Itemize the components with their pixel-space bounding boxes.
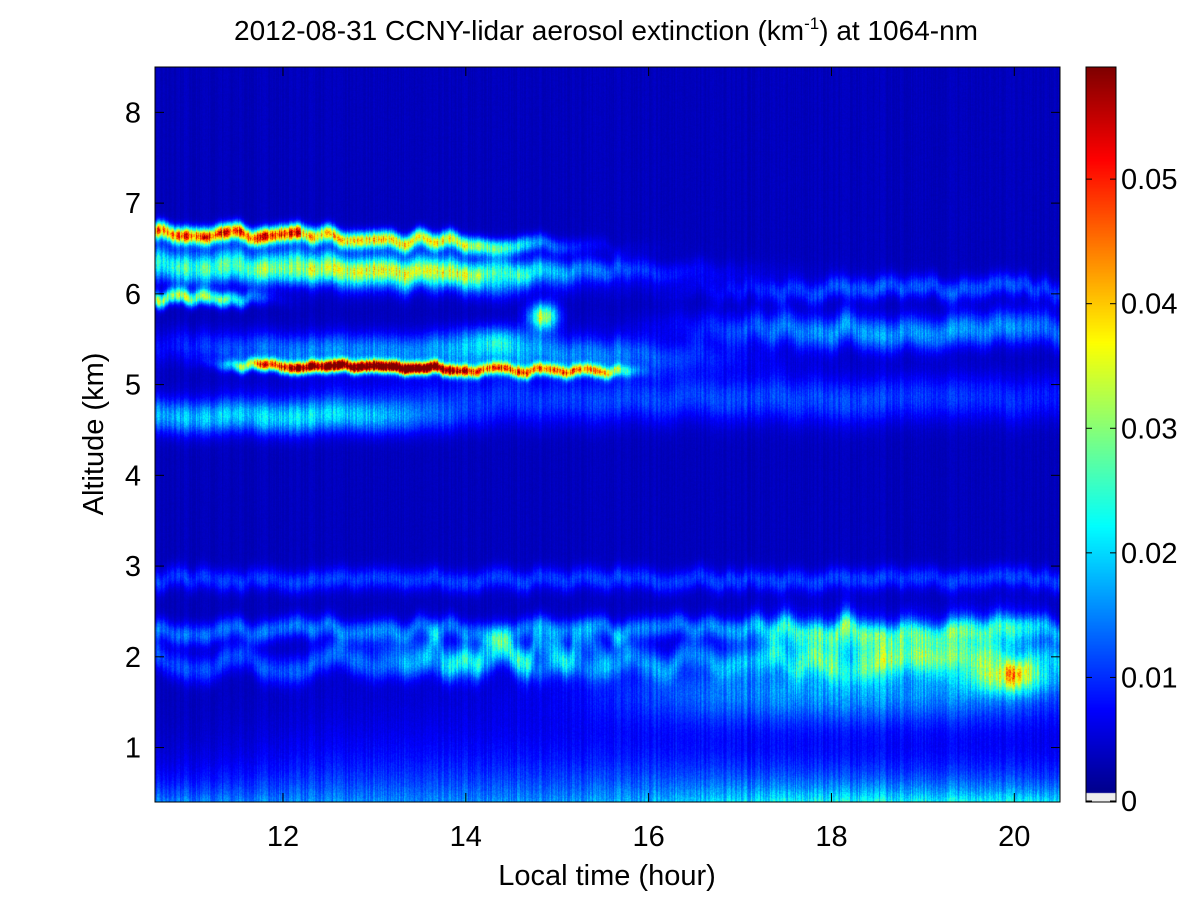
chart-title: 2012-08-31 CCNY-lidar aerosol extinction… xyxy=(234,14,978,46)
title-suffix: ) at 1064-nm xyxy=(819,15,978,46)
y-tick-label: 5 xyxy=(125,370,141,402)
colorbar-tick-label: 0.05 xyxy=(1121,164,1177,196)
colorbar-tick-label: 0.01 xyxy=(1121,662,1177,694)
heatmap-plot-area xyxy=(155,67,1060,802)
colorbar-canvas xyxy=(1086,67,1116,802)
title-superscript: -1 xyxy=(804,14,819,33)
y-axis-label: Altitude (km) xyxy=(78,353,110,516)
x-tick-label: 14 xyxy=(450,821,482,853)
colorbar-ticks: 0 0.01 0.02 0.03 0.04 0.05 xyxy=(1086,164,1177,818)
y-tick-label: 7 xyxy=(125,188,141,220)
y-tick-label: 8 xyxy=(125,97,141,129)
y-tick-label: 2 xyxy=(125,642,141,674)
x-axis-label: Local time (hour) xyxy=(498,860,716,892)
x-tick-label: 16 xyxy=(633,821,665,853)
colorbar-tick-label: 0.02 xyxy=(1121,538,1177,570)
colorbar-tick-label: 0 xyxy=(1121,786,1137,818)
heatmap-canvas xyxy=(155,67,1060,802)
x-tick-label: 12 xyxy=(267,821,299,853)
colorbar-frame xyxy=(1085,66,1117,803)
title-main: 2012-08-31 CCNY-lidar aerosol extinction… xyxy=(234,15,804,46)
y-tick-label: 3 xyxy=(125,551,141,583)
colorbar-area xyxy=(1086,67,1116,802)
y-tick-label: 6 xyxy=(125,279,141,311)
x-tick-label: 18 xyxy=(815,821,847,853)
x-tick-label: 20 xyxy=(998,821,1030,853)
y-tick-label: 4 xyxy=(125,460,141,492)
colorbar-tick-label: 0.03 xyxy=(1121,413,1177,445)
y-tick-label: 1 xyxy=(125,733,141,765)
colorbar-tick-label: 0.04 xyxy=(1121,289,1177,321)
plot-frame xyxy=(154,66,1061,803)
